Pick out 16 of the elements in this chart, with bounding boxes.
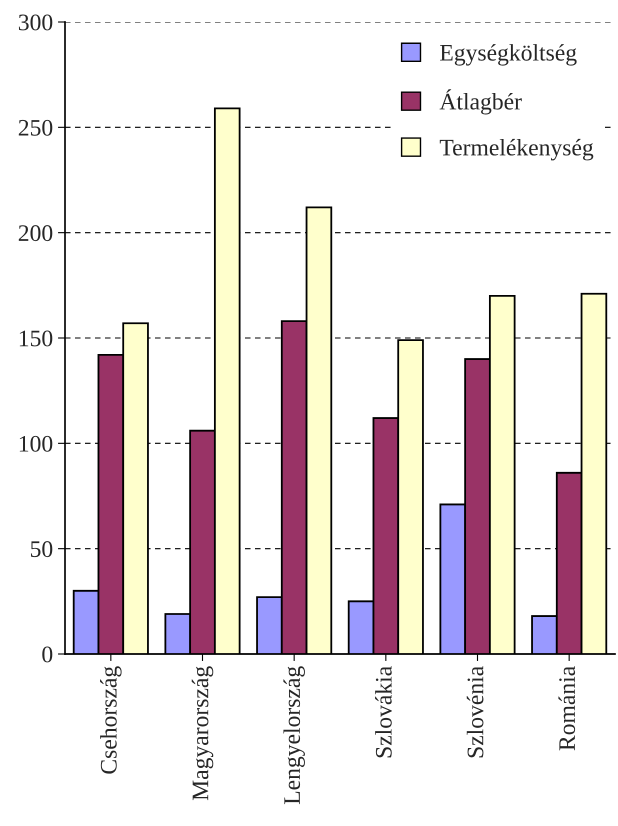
y-tick-label: 0	[42, 646, 52, 662]
x-tick-label: Csehország	[100, 666, 122, 774]
legend-label: Termelékenység	[440, 138, 594, 160]
y-tick-label: 250	[18, 120, 52, 136]
x-tick-label: Lengyelország	[283, 666, 305, 804]
legend-label: Egységköltség	[440, 44, 577, 66]
x-tick-label: Szlovénia	[466, 666, 484, 758]
x-tick-label: Magyarország	[192, 666, 214, 800]
x-tick-label: Románia	[558, 666, 576, 750]
y-tick-label: 100	[20, 436, 52, 452]
legend-label: Átlagbér	[440, 89, 522, 114]
y-tick-label: 150	[20, 330, 52, 346]
x-tick-label: Szlovákia	[375, 666, 392, 758]
y-tick-label: 300	[18, 14, 52, 30]
y-tick-label: 200	[18, 225, 52, 242]
y-tick-label: 50	[30, 541, 52, 558]
